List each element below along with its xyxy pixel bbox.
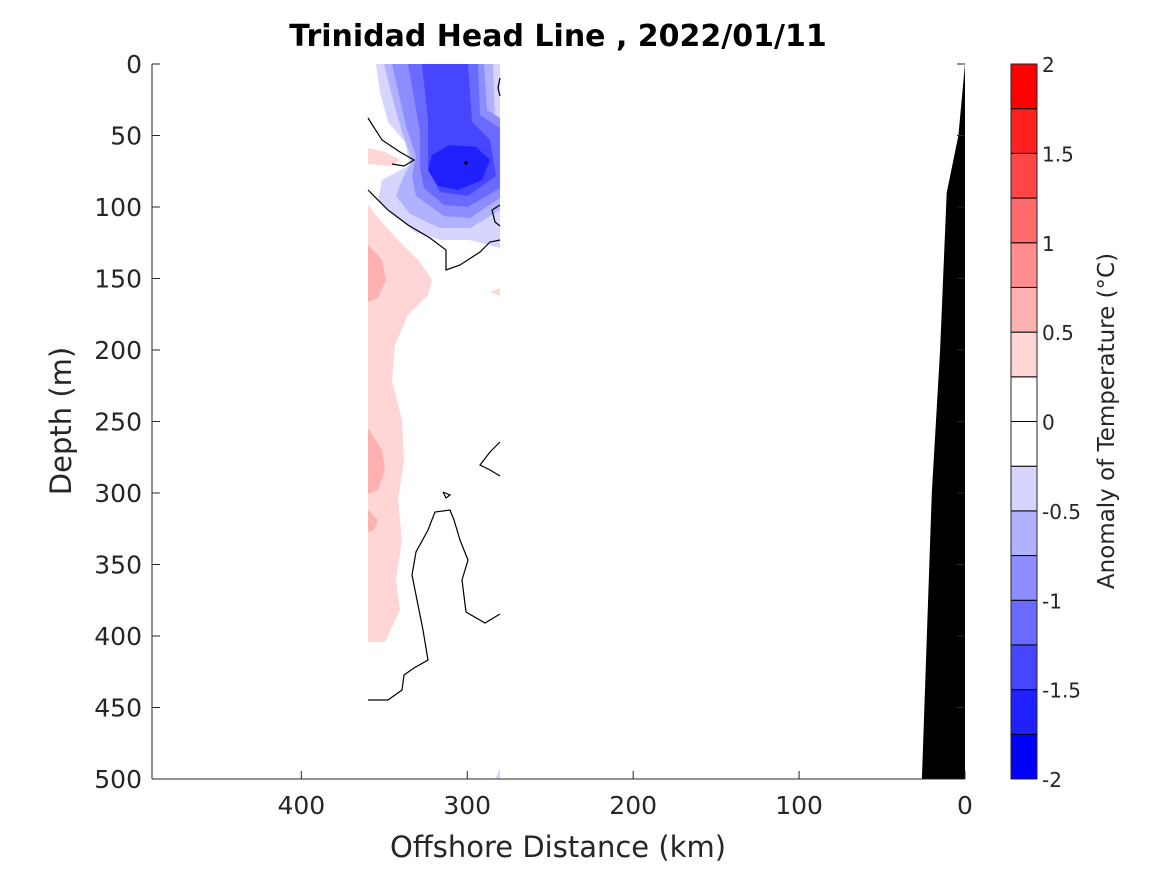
zero-contour (368, 509, 501, 701)
warm-anomaly-region (490, 288, 500, 296)
warm-anomaly-core (368, 245, 386, 302)
colorbar-tick-label: -2 (1042, 768, 1062, 792)
colorbar-swatch (1010, 63, 1038, 110)
colorbar-swatch (1010, 152, 1038, 199)
y-tick-label: 150 (94, 265, 142, 294)
colorbar-swatch (1010, 286, 1038, 333)
colorbar-tick-label: 1 (1042, 232, 1055, 256)
warm-anomaly-region (368, 205, 432, 642)
y-tick-label: 500 (94, 765, 142, 794)
colorbar-tick-label: -1 (1042, 589, 1062, 613)
x-axis: 400 300 200 100 0 (277, 771, 973, 820)
colorbar-swatch (1010, 689, 1038, 735)
colorbar-swatch (1010, 108, 1038, 154)
y-tick-label: 300 (94, 479, 142, 508)
colorbar-swatch (1010, 421, 1038, 467)
x-tick-label: 400 (277, 791, 325, 820)
colorbar-tick-label: 1.5 (1042, 142, 1074, 166)
colorbar-swatch (1010, 510, 1038, 557)
chart-title: Trinidad Head Line , 2022/01/11 (289, 19, 826, 54)
colorbar-tick-label: 0 (1042, 411, 1055, 435)
y-axis: 0 50 100 150 200 250 300 350 400 450 500 (94, 50, 965, 794)
colorbar-swatch (1010, 644, 1038, 691)
colorbar-swatch (1010, 197, 1038, 244)
colorbar-swatch (1010, 242, 1038, 288)
cold-anomaly-core (428, 145, 490, 190)
bathymetry (921, 64, 965, 779)
zero-contour (367, 189, 501, 271)
cold-anomaly-region (495, 768, 500, 779)
y-tick-label: 0 (126, 50, 142, 79)
x-tick-label: 100 (775, 791, 823, 820)
x-tick-label: 200 (609, 791, 657, 820)
y-tick-label: 400 (94, 622, 142, 651)
contour-point (464, 161, 468, 165)
x-tick-label: 300 (443, 791, 491, 820)
contour-fills (368, 64, 500, 779)
colorbar-tick-label: -1.5 (1042, 679, 1081, 703)
zero-contour (497, 77, 501, 97)
y-tick-label: 200 (94, 336, 142, 365)
colorbar-swatch (1010, 465, 1038, 512)
colorbar-swatch (1010, 599, 1038, 646)
zero-contour (367, 117, 416, 167)
y-tick-label: 100 (94, 193, 142, 222)
colorbar-label: Anomaly of Temperature (°C) (1094, 253, 1120, 589)
x-axis-label: Offshore Distance (km) (390, 830, 726, 864)
warm-anomaly-core (368, 428, 385, 494)
colorbar-tick-label: 2 (1042, 53, 1055, 77)
zero-contours (367, 77, 501, 701)
x-tick-label: 0 (957, 791, 973, 820)
plot-area (152, 64, 965, 779)
y-tick-label: 450 (94, 694, 142, 723)
y-axis-label: Depth (m) (44, 347, 78, 495)
colorbar-swatch (1010, 733, 1038, 780)
y-tick-label: 250 (94, 408, 142, 437)
colorbar-tick-label: 0.5 (1042, 321, 1074, 345)
colorbar-swatch (1010, 376, 1038, 422)
colorbar-tick-label: -0.5 (1042, 500, 1081, 524)
colorbar-swatch (1010, 555, 1038, 601)
zero-contour (491, 204, 501, 227)
y-tick-label: 50 (110, 122, 142, 151)
zero-contour (442, 491, 452, 499)
y-tick-label: 350 (94, 551, 142, 580)
bathymetry-fill (921, 64, 965, 779)
zero-contour (479, 441, 501, 477)
colorbar-frame (1010, 63, 1038, 780)
warm-anomaly-region (368, 148, 400, 166)
colorbar-swatch (1010, 331, 1038, 378)
warm-anomaly-core (368, 510, 378, 532)
colorbar: 2 1.5 1 0.5 0 -0.5 -1 -1.5 -2 (1010, 53, 1081, 792)
